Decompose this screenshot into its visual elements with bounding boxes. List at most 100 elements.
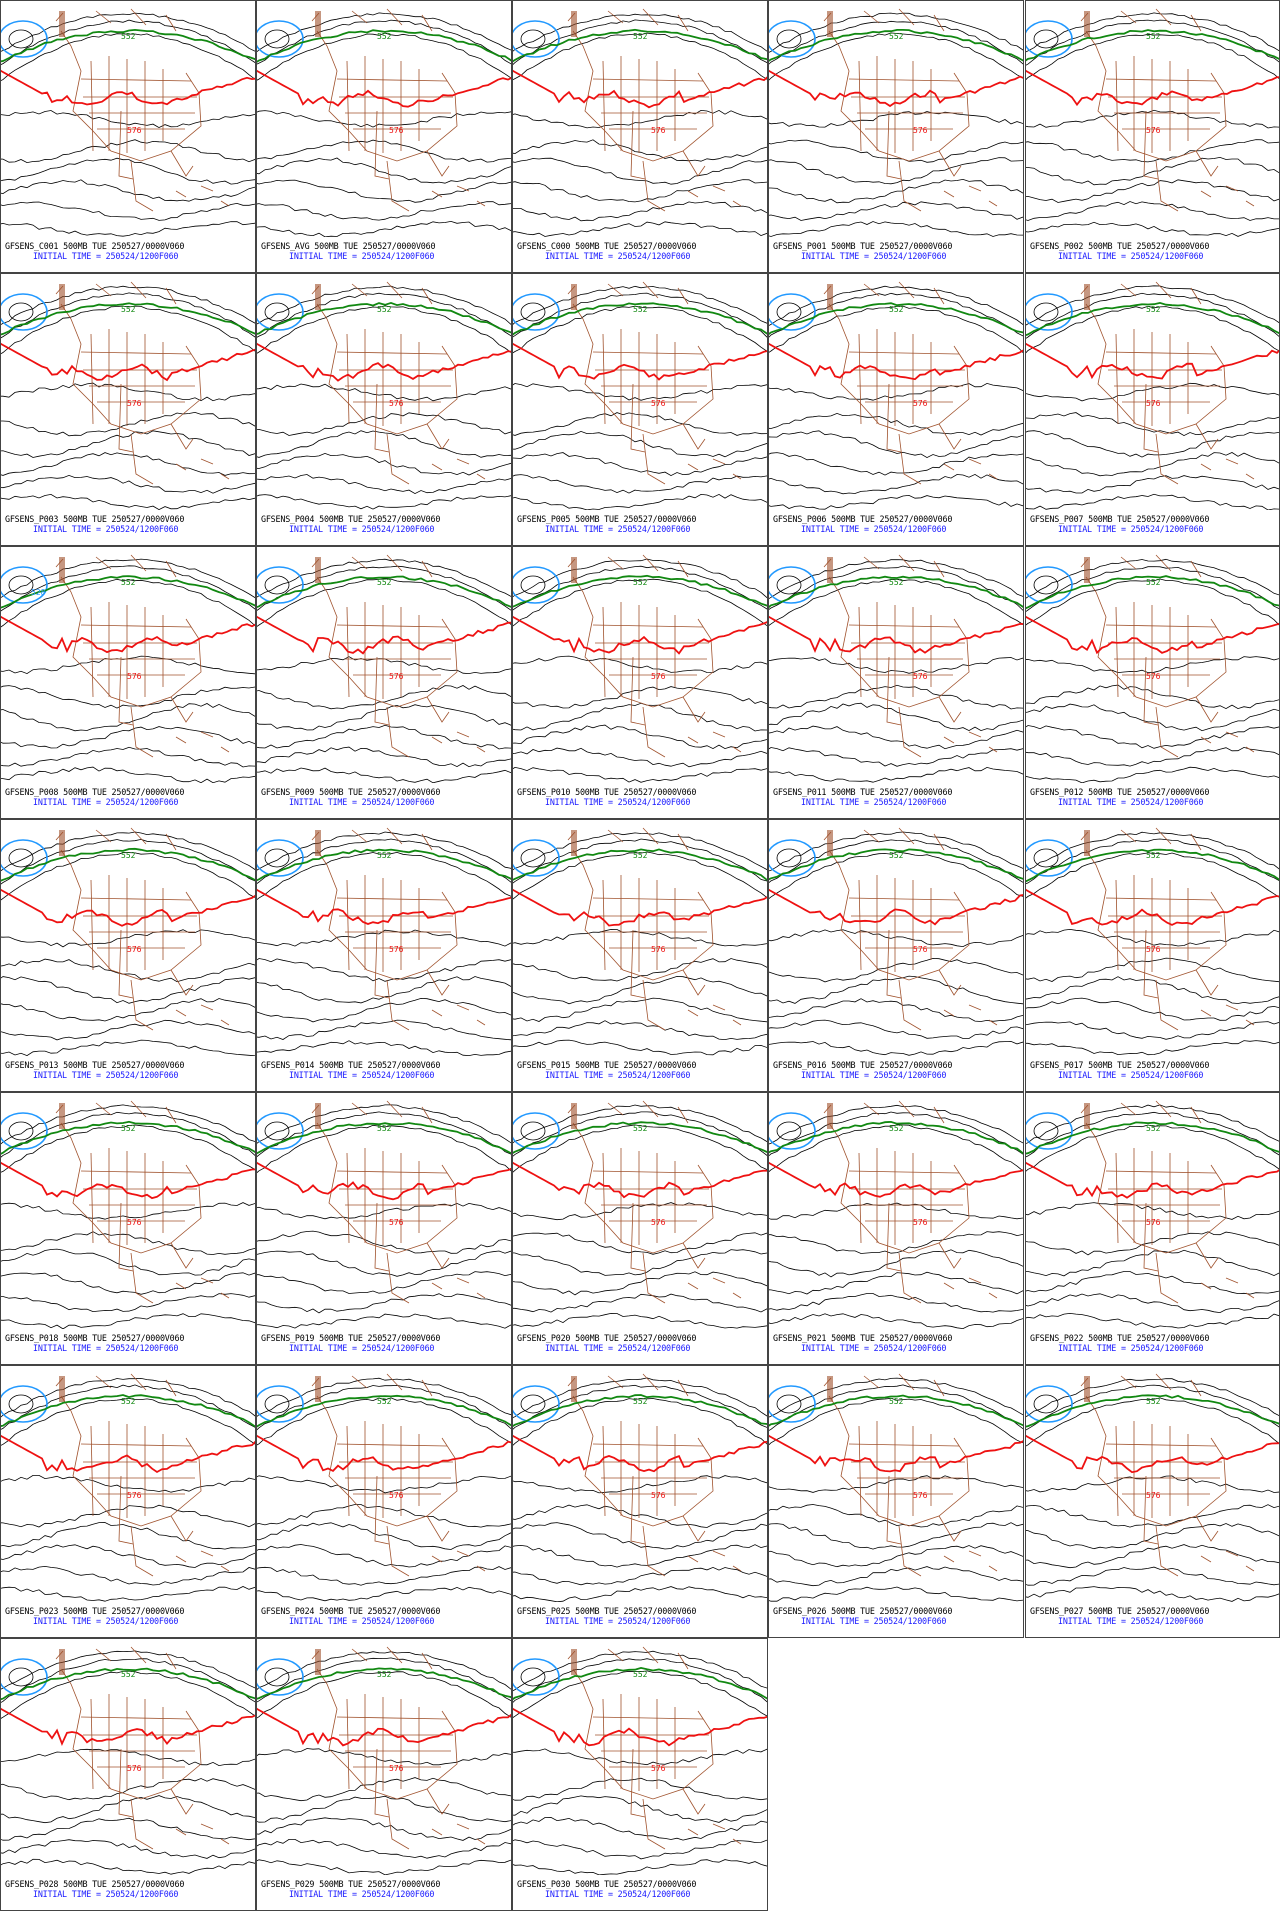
height-contour-map: 576 552 — [1, 1646, 255, 1875]
height-contour-map: 576 552 — [1026, 281, 1279, 510]
ensemble-member-panel: 576 552 GFSENS_P020 500MB TUE 250527/0000V… — [512, 1092, 768, 1365]
height-contour-line — [1, 976, 255, 1004]
height-contour-line — [513, 305, 767, 354]
blue-low-contour — [1026, 1385, 1073, 1423]
height-contour-line — [257, 997, 511, 1023]
height-contour-line — [769, 559, 1023, 600]
red-contour — [769, 615, 1023, 654]
height-contour-line — [257, 838, 511, 884]
panel-caption: GFSENS_P027 500MB TUE 250527/0000V060 — [1030, 1606, 1210, 1616]
ensemble-member-panel: 576 552 GFSENS_P030 500MB TUE 250527/0000V… — [512, 1638, 768, 1911]
height-contour-line — [257, 565, 511, 611]
red-contour — [513, 1707, 767, 1747]
political-borders — [823, 554, 998, 758]
height-contour-line — [1033, 575, 1059, 595]
height-contour-line — [520, 848, 546, 868]
ensemble-member-panel: 576 552 GFSENS_P017 500MB TUE 250527/0000V… — [1025, 819, 1280, 1092]
green-contour-label: 552 — [889, 32, 904, 41]
height-contour-line — [1026, 1378, 1279, 1418]
height-contour-line — [1026, 412, 1279, 437]
height-contour-line — [513, 1650, 767, 1692]
height-contour-map: 576 552 — [769, 554, 1023, 783]
height-contour-line — [1026, 1231, 1279, 1256]
height-contour-line — [513, 1202, 767, 1221]
red-contour — [769, 1434, 1023, 1473]
red-contour — [513, 615, 767, 655]
height-contour-line — [257, 1384, 511, 1431]
height-contour-map: 576 552 — [513, 1100, 767, 1329]
political-borders — [1080, 1100, 1255, 1304]
height-contour-map: 576 552 — [769, 1373, 1023, 1602]
red-contour — [513, 888, 767, 927]
height-contour-line — [1, 221, 255, 237]
blue-low-contour — [257, 839, 304, 877]
green-contour — [513, 1666, 767, 1701]
height-contour-map: 576 552 — [513, 281, 767, 510]
green-contour — [1026, 29, 1279, 62]
blue-low-contour — [257, 1385, 304, 1423]
height-contour-line — [513, 452, 767, 477]
initial-time-caption: INITIAL TIME = 250524/1200F060 — [545, 797, 691, 807]
red-contour — [1, 1161, 255, 1200]
height-contour-line — [1, 1019, 255, 1041]
political-borders — [567, 281, 742, 485]
green-contour-label: 552 — [377, 305, 392, 314]
green-contour — [513, 302, 767, 336]
red-contour — [1026, 69, 1279, 107]
height-contour-line — [257, 305, 511, 354]
height-contour-line — [257, 1651, 511, 1691]
political-borders — [567, 1373, 742, 1577]
height-contour-map: 576 552 528 — [1, 554, 255, 783]
height-contour-line — [1, 292, 255, 339]
red-contour-label: 576 — [651, 945, 666, 954]
red-contour — [769, 69, 1023, 108]
height-contour-line — [769, 1040, 1023, 1056]
height-contour-line — [1, 1658, 255, 1703]
height-contour-line — [1026, 1384, 1279, 1431]
political-borders — [55, 827, 230, 1031]
panel-caption: GFSENS_P006 500MB TUE 250527/0000V060 — [773, 514, 953, 524]
red-contour-label: 576 — [389, 945, 404, 954]
initial-time-caption: INITIAL TIME = 250524/1200F060 — [545, 1070, 691, 1080]
political-borders — [55, 1373, 230, 1577]
height-contour-line — [257, 767, 511, 783]
panel-caption: GFSENS_P029 500MB TUE 250527/0000V060 — [261, 1879, 441, 1889]
height-contour-line — [513, 975, 767, 1005]
red-contour-label: 576 — [127, 672, 142, 681]
red-contour-label: 576 — [127, 399, 142, 408]
height-contour-line — [1033, 1394, 1059, 1414]
height-contour-line — [1033, 302, 1059, 322]
initial-time-caption: INITIAL TIME = 250524/1200F060 — [545, 524, 691, 534]
height-contour-line — [769, 1202, 1023, 1220]
height-contour-line — [1, 558, 255, 599]
height-contour-line — [776, 848, 802, 868]
height-contour-line — [1, 201, 255, 221]
height-contour-line — [257, 929, 511, 947]
height-contour-line — [1, 1817, 255, 1841]
height-contour-line — [513, 1748, 767, 1766]
height-contour-line — [513, 1795, 767, 1823]
height-contour-line — [1, 746, 255, 768]
height-contour-line — [257, 685, 511, 710]
height-contour-line — [1026, 12, 1279, 53]
initial-time-caption: INITIAL TIME = 250524/1200F060 — [545, 1343, 691, 1353]
height-contour-line — [513, 1293, 767, 1313]
initial-time-caption: INITIAL TIME = 250524/1200F060 — [289, 1070, 435, 1080]
height-contour-line — [1026, 179, 1279, 203]
blue-low-contour — [1026, 293, 1073, 331]
green-contour-label: 552 — [121, 1670, 136, 1679]
initial-time-caption: INITIAL TIME = 250524/1200F060 — [33, 1889, 179, 1899]
height-contour-line — [1026, 746, 1279, 767]
height-contour-line — [1, 110, 255, 129]
height-contour-line — [1, 12, 255, 52]
height-contour-line — [513, 1859, 767, 1875]
height-contour-line — [257, 452, 511, 476]
ensemble-member-panel: 576 552 GFSENS_P001 500MB TUE 250527/0000V… — [768, 0, 1024, 273]
height-contour-line — [264, 1121, 290, 1141]
height-contour-line — [1, 1104, 255, 1145]
initial-time-caption: INITIAL TIME = 250524/1200F060 — [545, 1889, 691, 1899]
height-contour-line — [1026, 285, 1279, 326]
initial-time-caption: INITIAL TIME = 250524/1200F060 — [289, 797, 435, 807]
green-contour — [513, 574, 767, 608]
height-contour-line — [513, 578, 767, 627]
